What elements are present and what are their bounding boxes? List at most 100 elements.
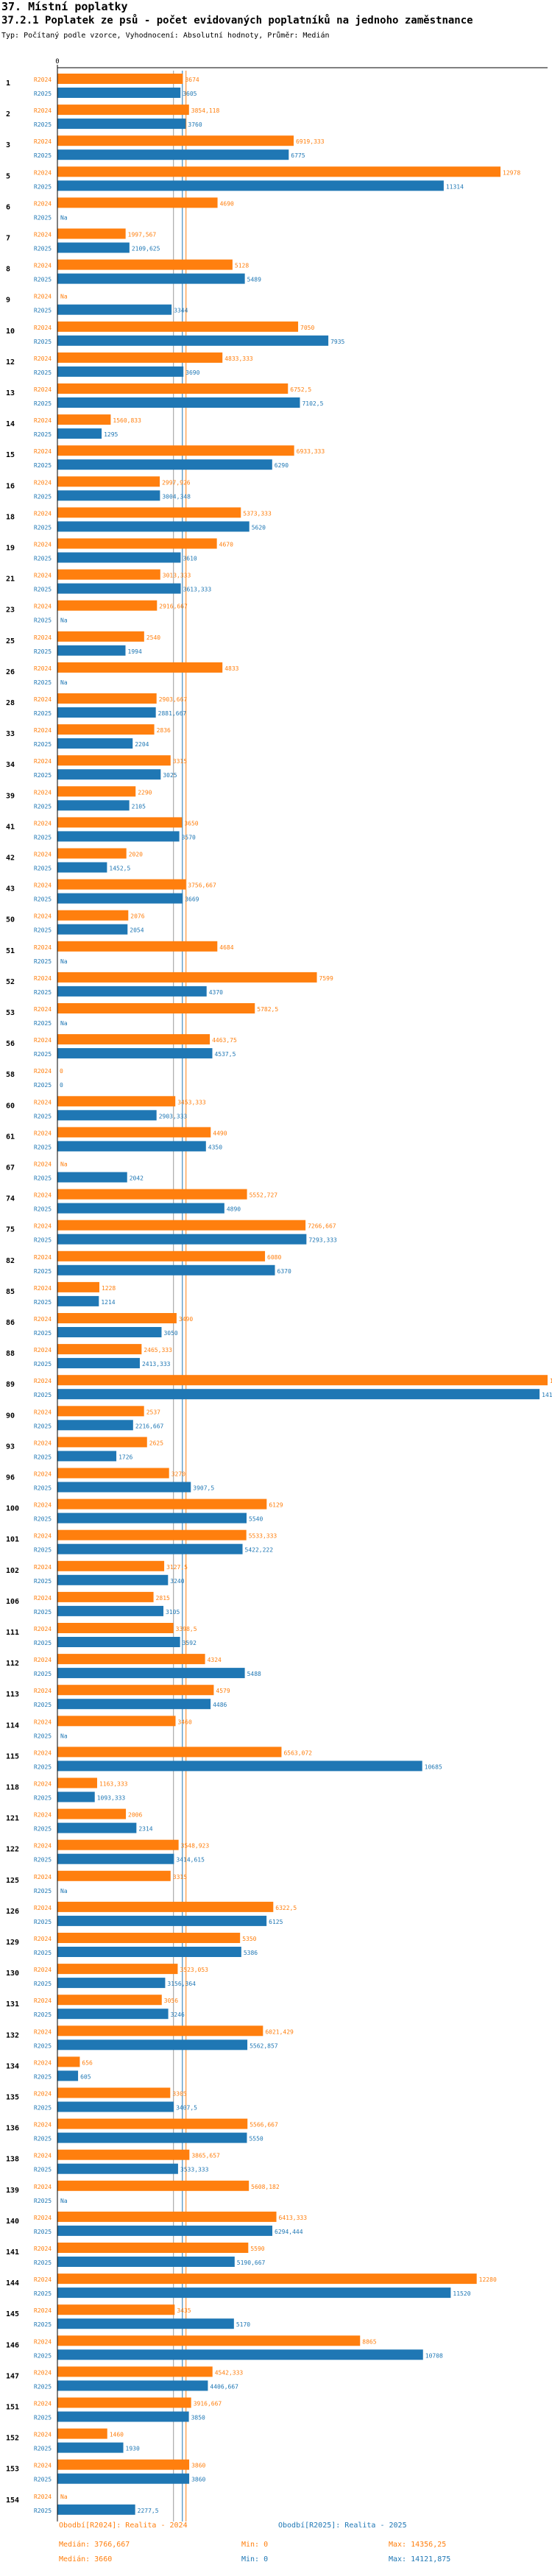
category-label: 111 [6,1629,19,1637]
category-label: 25 [6,637,15,645]
bar-value-2024: 2836 [157,727,171,734]
bar-2025 [57,2380,208,2391]
bar-2024 [57,724,155,735]
bar-value-2024: 0 [60,1068,63,1075]
bar-value-2024: 4542,333 [215,2369,244,2376]
bar-value-2024: Na [60,1161,68,1168]
bar-2025 [57,1791,95,1802]
category-label: 43 [6,885,15,894]
bar-2025 [57,2287,451,2299]
category-label: 153 [6,2466,19,2474]
series-label-2025: R2025 [34,462,52,469]
series-label-2025: R2025 [34,91,52,97]
bar-2025 [57,738,133,749]
bar-value-2025: 1452,5 [109,866,130,872]
bar-2025 [57,2225,273,2236]
bar-2024 [57,2335,361,2346]
bar-value-2024: 4833 [224,665,238,672]
bar-value-2024: 3315 [173,758,187,765]
bar-2024 [57,848,127,859]
series-label-2025: R2025 [34,1516,52,1523]
bar-value-2025: 4370 [209,989,223,996]
series-label-2025: R2025 [34,1392,52,1398]
legend-2024-label: Obodbí[R2024]: Realita - 2024 [59,2522,188,2530]
bar-value-2024: 6933,333 [297,448,325,455]
series-label-2024: R2024 [34,1440,52,1446]
bar-value-2025: 3610 [183,556,197,562]
bar-value-2025: 5422,222 [245,1547,274,1554]
category-label: 136 [6,2125,19,2133]
bar-value-2025: 4486 [213,1702,227,1708]
category-label: 67 [6,1164,15,1172]
bar-value-2025: 5550 [249,2136,263,2142]
bar-value-2024: 3674 [185,77,199,83]
bar-value-2024: 2537 [146,1409,160,1415]
category-label: 125 [6,1877,19,1885]
chart-subtitle: Typ: Počítaný podle vzorce, Vyhodnocení:… [1,32,330,40]
series-label-2024: R2024 [34,232,52,238]
bar-2024 [57,1529,247,1540]
category-label: 132 [6,2031,19,2039]
series-label-2024: R2024 [34,1130,52,1136]
series-label-2024: R2024 [34,1843,52,1850]
bar-value-2024: 2540 [146,634,160,641]
category-label: 118 [6,1784,19,1792]
category-label: 1 [6,79,10,88]
series-label-2024: R2024 [34,169,52,176]
bar-value-2025: Na [60,1888,68,1894]
category-label: 39 [6,792,15,800]
bar-value-2024: 5373,333 [243,510,272,517]
bar-value-2025: 7293,333 [308,1237,337,1244]
bar-value-2025: 2277,5 [138,2508,159,2514]
category-label: 60 [6,1102,15,1110]
bar-2025 [57,552,181,563]
series-label-2025: R2025 [34,1082,52,1089]
section-title: 37. Místní poplatky [1,0,128,13]
series-label-2025: R2025 [34,1020,52,1027]
bar-value-2025: 3407,5 [176,2105,197,2112]
series-label-2024: R2024 [34,448,52,455]
bar-value-2025: 7935 [330,339,344,345]
bar-value-2024: 3398,5 [176,1626,197,1632]
series-label-2024: R2024 [34,2246,52,2252]
bar-2024 [57,2274,477,2285]
series-label-2025: R2025 [34,1857,52,1864]
series-label-2024: R2024 [34,1812,52,1819]
series-label-2025: R2025 [34,183,52,190]
bar-2024 [57,1003,255,1013]
bar-2024 [57,1933,241,1943]
category-label: 61 [6,1133,15,1141]
bar-value-2024: 3916,667 [194,2401,222,2407]
bar-value-2025: 6294,444 [275,2229,303,2235]
bar-2025 [57,1853,174,1864]
series-label-2025: R2025 [34,121,52,128]
series-label-2025: R2025 [34,1733,52,1739]
bar-value-2025: 3246 [171,2011,185,2018]
bar-value-2025: 3156,364 [167,1981,196,1987]
series-label-2024: R2024 [34,1626,52,1632]
bar-value-2025: 5489 [247,277,261,283]
category-label: 152 [6,2435,19,2443]
bar-value-2024: 1560,833 [113,417,141,424]
series-label-2025: R2025 [34,1485,52,1492]
bar-value-2024: 4490 [213,1130,227,1136]
category-label: 140 [6,2218,19,2226]
series-label-2025: R2025 [34,2136,52,2142]
series-label-2025: R2025 [34,1454,52,1460]
bar-value-2024: 3490 [179,1316,193,1323]
bar-2025 [57,2009,169,2020]
category-label: 42 [6,854,15,863]
bar-value-2025: 3004,348 [162,493,191,500]
series-label-2025: R2025 [34,2321,52,2328]
category-label: 8 [6,266,10,274]
series-label-2024: R2024 [34,355,52,362]
bar-2024 [57,1127,211,1138]
series-label-2024: R2024 [34,758,52,765]
category-label: 138 [6,2156,19,2164]
series-label-2025: R2025 [34,152,52,159]
bar-value-2024: 2076 [130,913,144,920]
bar-value-2025: 6290 [275,462,289,469]
bar-value-2024: 6563,072 [283,1749,312,1756]
bar-value-2024: 3865,657 [191,2153,220,2159]
